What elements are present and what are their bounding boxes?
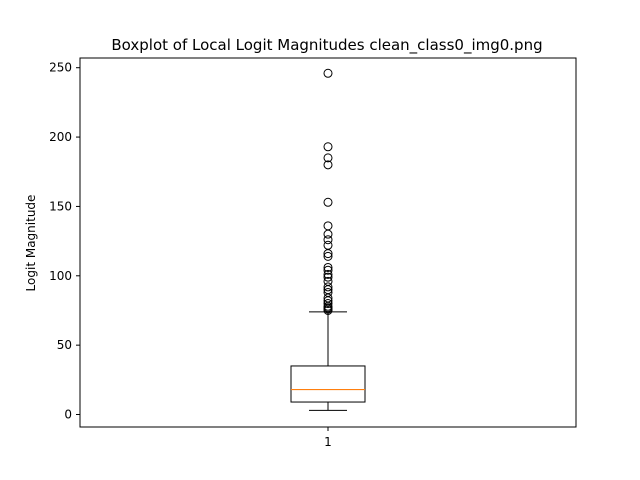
outlier-point: [323, 240, 333, 250]
outlier-point: [323, 160, 333, 170]
y-tick-label: 100: [49, 269, 72, 283]
outlier-point: [323, 142, 333, 152]
outlier-point: [323, 287, 333, 297]
outlier-point: [323, 229, 333, 239]
y-tick-label: 200: [49, 130, 72, 144]
outlier-point: [323, 299, 333, 309]
y-axis-label: Logit Magnitude: [24, 195, 38, 292]
outlier-point: [323, 153, 333, 163]
y-tick-label: 250: [49, 61, 72, 75]
axes-frame: [79, 57, 577, 428]
outlier-point: [323, 251, 333, 261]
outlier-point: [323, 269, 333, 279]
outlier-point: [323, 221, 333, 231]
y-tick-label: 50: [57, 338, 72, 352]
plot-area: 0 50 100 150 200 250 1: [49, 61, 366, 449]
outlier-point: [323, 68, 333, 78]
outlier-point: [323, 276, 333, 286]
x-tick-label: 1: [324, 435, 332, 449]
outlier-point: [323, 262, 333, 272]
y-tick-label: 150: [49, 199, 72, 213]
outlier-point: [323, 272, 333, 282]
outlier-point: [323, 265, 333, 275]
outlier-point: [323, 197, 333, 207]
y-tick-label: 0: [64, 408, 72, 422]
chart-title: Boxplot of Local Logit Magnitudes clean_…: [111, 36, 542, 55]
iqr-box: [290, 365, 366, 403]
outlier-point: [323, 282, 333, 292]
outlier-point: [323, 235, 333, 245]
